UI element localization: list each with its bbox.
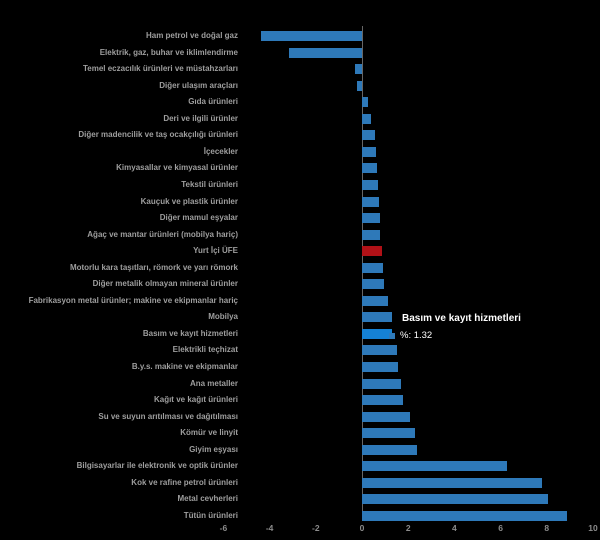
chart-bar[interactable] xyxy=(362,328,393,339)
x-axis-tick-label: -6 xyxy=(219,523,228,533)
category-label: Kauçuk ve plastik ürünler xyxy=(140,196,238,206)
category-label: Ağaç ve mantar ürünleri (mobilya hariç) xyxy=(87,229,238,239)
category-label: Basım ve kayıt hizmetleri xyxy=(142,328,238,338)
chart-bar[interactable] xyxy=(362,494,548,505)
category-label: Kok ve rafine petrol ürünleri xyxy=(131,477,238,487)
chart-bar[interactable] xyxy=(356,80,362,91)
chart-bar[interactable] xyxy=(362,196,380,207)
x-axis-tick-label: 4 xyxy=(452,523,457,533)
category-label: Temel eczacılık ürünleri ve müstahzarlar… xyxy=(82,64,238,74)
x-axis-tick-label: 6 xyxy=(498,523,503,533)
chart-bar[interactable] xyxy=(362,378,402,389)
chart-bar[interactable] xyxy=(362,510,568,521)
category-label: B.y.s. makine ve ekipmanlar xyxy=(131,362,238,371)
tooltip-title: Basım ve kayıt hizmetleri xyxy=(402,313,521,324)
chart-bar[interactable] xyxy=(362,428,415,439)
tooltip-value: %: 1.32 xyxy=(400,330,433,341)
chart-bar[interactable] xyxy=(362,295,388,306)
category-label: Kimyasallar ve kimyasal ürünler xyxy=(116,163,238,173)
category-label: Diğer ulaşım araçları xyxy=(159,80,238,90)
chart-bar[interactable] xyxy=(355,64,362,75)
category-label: Su ve suyun arıtılması ve dağıtılması xyxy=(98,411,238,421)
category-label: Mobilya xyxy=(208,312,238,322)
chart-bar[interactable] xyxy=(362,246,383,257)
x-axis-tick-label: 0 xyxy=(359,523,365,533)
chart-bar[interactable] xyxy=(362,113,371,124)
category-label: İçecekler xyxy=(203,146,238,156)
chart-bar[interactable] xyxy=(362,262,384,273)
category-label: Deri ve ilgili ürünler xyxy=(163,113,238,123)
x-axis-tick-label: 10 xyxy=(588,523,598,533)
x-axis-tick-label: -2 xyxy=(312,523,320,533)
chart-bar[interactable] xyxy=(362,477,542,488)
category-label: Bilgisayarlar ile elektronik ve optik ür… xyxy=(76,461,238,471)
category-label: Yurt İçi ÜFE xyxy=(193,246,238,256)
category-label: Ham petrol ve doğal gaz xyxy=(145,31,238,40)
chart-bar[interactable] xyxy=(362,312,392,323)
tooltip: Basım ve kayıt hizmetleri %: 1.32 xyxy=(389,313,521,341)
category-label: Diğer madencilik ve taş ocakçılığı ürünl… xyxy=(78,130,238,140)
chart-bar[interactable] xyxy=(362,395,403,406)
x-axis-tick-label: 2 xyxy=(405,523,411,533)
category-label: Tekstil ürünleri xyxy=(181,179,238,189)
chart-bar[interactable] xyxy=(362,213,381,224)
category-label: Kömür ve linyit xyxy=(180,428,238,438)
chart-bar[interactable] xyxy=(362,229,381,240)
category-label: Elektrik, gaz, buhar ve iklimlendirme xyxy=(99,47,238,57)
chart-bar[interactable] xyxy=(289,47,362,58)
category-label: Diğer metalik olmayan mineral ürünler xyxy=(92,279,238,289)
chart-bar[interactable] xyxy=(261,31,362,41)
chart-bar[interactable] xyxy=(362,279,384,290)
category-label: Elektrikli teçhizat xyxy=(172,345,238,355)
category-label: Gıda ürünleri xyxy=(188,97,238,107)
chart-bar[interactable] xyxy=(362,345,397,356)
category-label: Metal cevherleri xyxy=(177,494,238,504)
chart-bar[interactable] xyxy=(362,411,411,422)
chart-bar[interactable] xyxy=(362,179,378,190)
category-label: Tütün ürünleri xyxy=(183,510,238,520)
chart-bar[interactable] xyxy=(362,146,377,157)
x-axis-tick-label: 8 xyxy=(544,523,550,533)
chart-bar[interactable] xyxy=(362,444,417,455)
tooltip-series-row: %: 1.32 xyxy=(389,330,521,341)
category-label: Diğer mamul eşyalar xyxy=(159,213,238,223)
series-color-swatch-icon xyxy=(389,332,395,339)
category-label: Ana metaller xyxy=(189,378,238,388)
category-label: Kağıt ve kağıt ürünleri xyxy=(153,395,238,405)
chart-bar[interactable] xyxy=(362,97,368,108)
chart-bar[interactable] xyxy=(362,130,376,141)
category-label: Giyim eşyası xyxy=(189,444,238,454)
chart-bar[interactable] xyxy=(362,163,378,174)
category-label: Fabrikasyon metal ürünler; makine ve eki… xyxy=(28,295,238,305)
category-label: Motorlu kara taşıtları, römork ve yarı r… xyxy=(69,262,238,272)
chart-bar[interactable] xyxy=(362,362,399,372)
chart-bar[interactable] xyxy=(362,461,508,472)
x-axis-tick-label: -4 xyxy=(265,523,274,533)
